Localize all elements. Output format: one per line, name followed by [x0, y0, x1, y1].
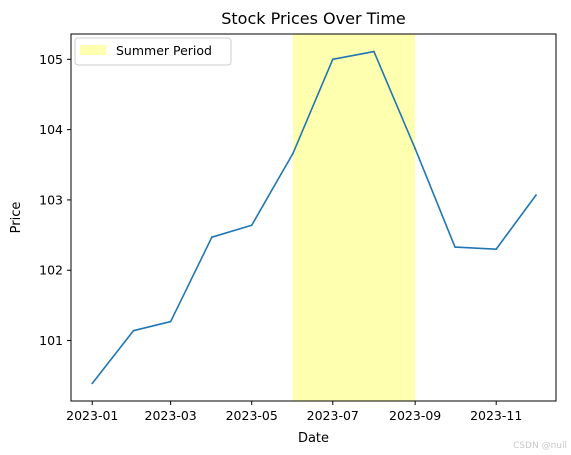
y-tick-label: 101: [39, 333, 63, 348]
legend-entry-summer-period: Summer Period: [116, 43, 212, 58]
x-tick-label: 2023-11: [470, 408, 522, 423]
data-point-2023-07-01: [331, 58, 334, 61]
series-line-layer: [91, 50, 537, 385]
y-tick-label: 102: [39, 263, 63, 278]
x-tick-label: 2023-07: [307, 408, 359, 423]
x-tick-label: 2023-05: [226, 408, 278, 423]
data-point-2023-06-01: [292, 152, 294, 155]
summer-span-layer: [292, 34, 416, 401]
y-tick-label: 105: [39, 52, 63, 67]
legend-swatch-summer-period: [80, 45, 106, 55]
y-tick-label: 103: [39, 192, 63, 207]
series-line-0: [91, 50, 537, 384]
data-point-2023-01-01: [91, 382, 94, 385]
axes-frame: [70, 33, 557, 402]
y-axis-label: Price: [9, 202, 24, 234]
data-point-2023-02-01: [132, 329, 135, 332]
legend: Summer Period: [74, 37, 232, 66]
x-ticks: 2023-01 2023-03 2023-05 2023-07 2023-09 2023-…: [66, 401, 522, 423]
data-point-2023-12-01: [535, 194, 537, 196]
x-tick-label: 2023-09: [389, 408, 441, 423]
data-point-2023-05-01: [250, 224, 253, 227]
y-tick-label: 104: [39, 122, 63, 137]
data-point-2023-08-01: [373, 50, 375, 53]
data-point-2023-11-01: [495, 248, 498, 251]
data-point-2023-09-01: [414, 147, 417, 150]
y-ticks: 101 102 103 104 105: [39, 52, 71, 348]
data-point-2023-03-01: [169, 320, 172, 323]
data-point-2023-04-01: [210, 236, 213, 239]
data-point-2023-10-01: [454, 246, 456, 248]
x-tick-label: 2023-03: [145, 408, 197, 423]
x-axis-label: Date: [298, 431, 329, 446]
summer-period-span: [292, 34, 416, 401]
legend-box: [74, 37, 232, 66]
chart-title: Stock Prices Over Time: [221, 9, 406, 28]
x-tick-label: 2023-01: [66, 408, 118, 423]
watermark: CSDN @null: [513, 441, 567, 451]
